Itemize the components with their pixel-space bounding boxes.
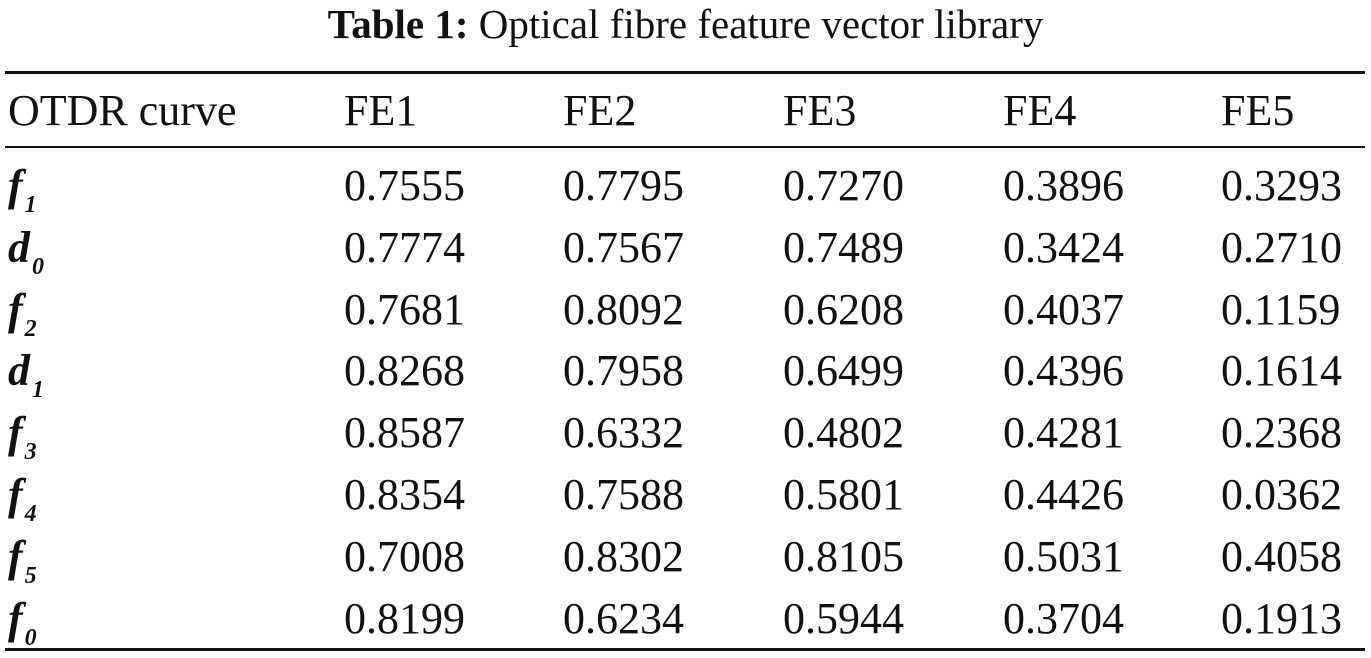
row-label: d1 (8, 340, 44, 409)
table-header-row: OTDR curve FE1 FE2 FE3 FE4 FE5 (0, 78, 1371, 144)
table-cell: 0.3424 (1003, 222, 1124, 272)
table-cell: 0.2710 (1221, 222, 1342, 272)
header-rule (5, 146, 1365, 148)
table-cell: 0.4058 (1221, 531, 1342, 581)
row-label: f3 (8, 402, 37, 471)
table-cell: 0.8354 (344, 469, 465, 519)
row-subscript: 0 (32, 253, 44, 280)
table-cell: 0.7489 (783, 222, 904, 272)
table-cell: 0.8302 (563, 531, 684, 581)
table-cell: 0.1913 (1221, 593, 1342, 643)
table-cell: 0.4281 (1003, 408, 1124, 458)
table-cell: 0.4802 (783, 408, 904, 458)
table-cell: 0.7588 (563, 469, 684, 519)
table-cell: 0.7795 (563, 161, 684, 210)
row-symbol: f (8, 284, 23, 334)
header-fe1: FE1 (344, 86, 418, 135)
header-fe5: FE5 (1221, 86, 1295, 135)
caption-text: Optical fibre feature vector library (478, 1, 1044, 47)
table-cell: 0.7567 (563, 222, 684, 272)
row-symbol: d (8, 346, 30, 396)
table-cell: 0.3704 (1003, 593, 1124, 643)
table-cell: 0.5801 (783, 469, 904, 519)
table-cell: 0.6332 (563, 408, 684, 458)
table-cell: 0.7958 (563, 346, 684, 396)
row-label: f0 (8, 588, 37, 657)
table-cell: 0.8105 (783, 531, 904, 581)
table-cell: 0.1614 (1221, 346, 1342, 396)
table-cell: 0.2368 (1221, 408, 1342, 458)
table-row: f3 0.8587 0.6332 0.4802 0.4281 0.2368 (0, 402, 1371, 465)
table-cell: 0.4037 (1003, 284, 1124, 334)
table-body: f1 0.7555 0.7795 0.7270 0.3896 0.3293 d0… (0, 155, 1371, 651)
table-row: f1 0.7555 0.7795 0.7270 0.3896 0.3293 (0, 155, 1371, 218)
row-subscript: 1 (32, 377, 44, 404)
row-subscript: 3 (24, 439, 37, 466)
row-symbol: f (8, 408, 23, 458)
row-symbol: f (8, 161, 23, 210)
table-cell: 0.6499 (783, 346, 904, 396)
header-fe3: FE3 (783, 86, 857, 135)
table-cell: 0.8092 (563, 284, 684, 334)
row-label: f5 (8, 526, 37, 595)
table-cell: 0.8587 (344, 408, 465, 458)
table-row: d0 0.7774 0.7567 0.7489 0.3424 0.2710 (0, 217, 1371, 280)
table-cell: 0.4396 (1003, 346, 1124, 396)
row-subscript: 5 (24, 562, 37, 589)
table-cell: 0.7270 (783, 161, 904, 210)
row-subscript: 1 (24, 192, 37, 218)
row-symbol: d (8, 222, 30, 272)
table-cell: 0.3896 (1003, 161, 1124, 210)
bottom-rule (5, 648, 1365, 651)
table-cell: 0.7774 (344, 222, 465, 272)
table-cell: 0.6208 (783, 284, 904, 334)
row-symbol: f (8, 469, 23, 519)
table-cell: 0.7681 (344, 284, 465, 334)
table-cell: 0.5944 (783, 593, 904, 643)
table-caption: Table 1: Optical fibre feature vector li… (0, 0, 1371, 48)
row-symbol: f (8, 531, 23, 581)
table-cell: 0.7008 (344, 531, 465, 581)
table-cell: 0.4426 (1003, 469, 1124, 519)
row-symbol: f (8, 593, 23, 643)
table-cell: 0.8268 (344, 346, 465, 396)
table-cell: 0.7555 (344, 161, 465, 210)
table-cell: 0.3293 (1221, 161, 1342, 210)
row-label: f1 (8, 155, 37, 224)
header-fe4: FE4 (1003, 86, 1077, 135)
row-subscript: 0 (24, 624, 37, 651)
header-fe2: FE2 (563, 86, 637, 135)
header-otdr-curve: OTDR curve (8, 86, 237, 135)
table-row: f5 0.7008 0.8302 0.8105 0.5031 0.4058 (0, 526, 1371, 589)
table-cell: 0.6234 (563, 593, 684, 643)
table-row: f0 0.8199 0.6234 0.5944 0.3704 0.1913 (0, 588, 1371, 651)
table-row: f4 0.8354 0.7588 0.5801 0.4426 0.0362 (0, 464, 1371, 527)
row-label: d0 (8, 217, 44, 286)
table-cell: 0.1159 (1221, 284, 1341, 334)
row-label: f2 (8, 279, 37, 348)
table-cell: 0.5031 (1003, 531, 1124, 581)
row-label: f4 (8, 464, 37, 533)
row-subscript: 2 (24, 315, 37, 342)
caption-label: Table 1: (327, 1, 469, 47)
table-cell: 0.0362 (1221, 469, 1342, 519)
table-row: d1 0.8268 0.7958 0.6499 0.4396 0.1614 (0, 340, 1371, 403)
table-cell: 0.8199 (344, 593, 465, 643)
top-rule (5, 71, 1365, 74)
table-row: f2 0.7681 0.8092 0.6208 0.4037 0.1159 (0, 279, 1371, 342)
row-subscript: 4 (24, 500, 37, 527)
